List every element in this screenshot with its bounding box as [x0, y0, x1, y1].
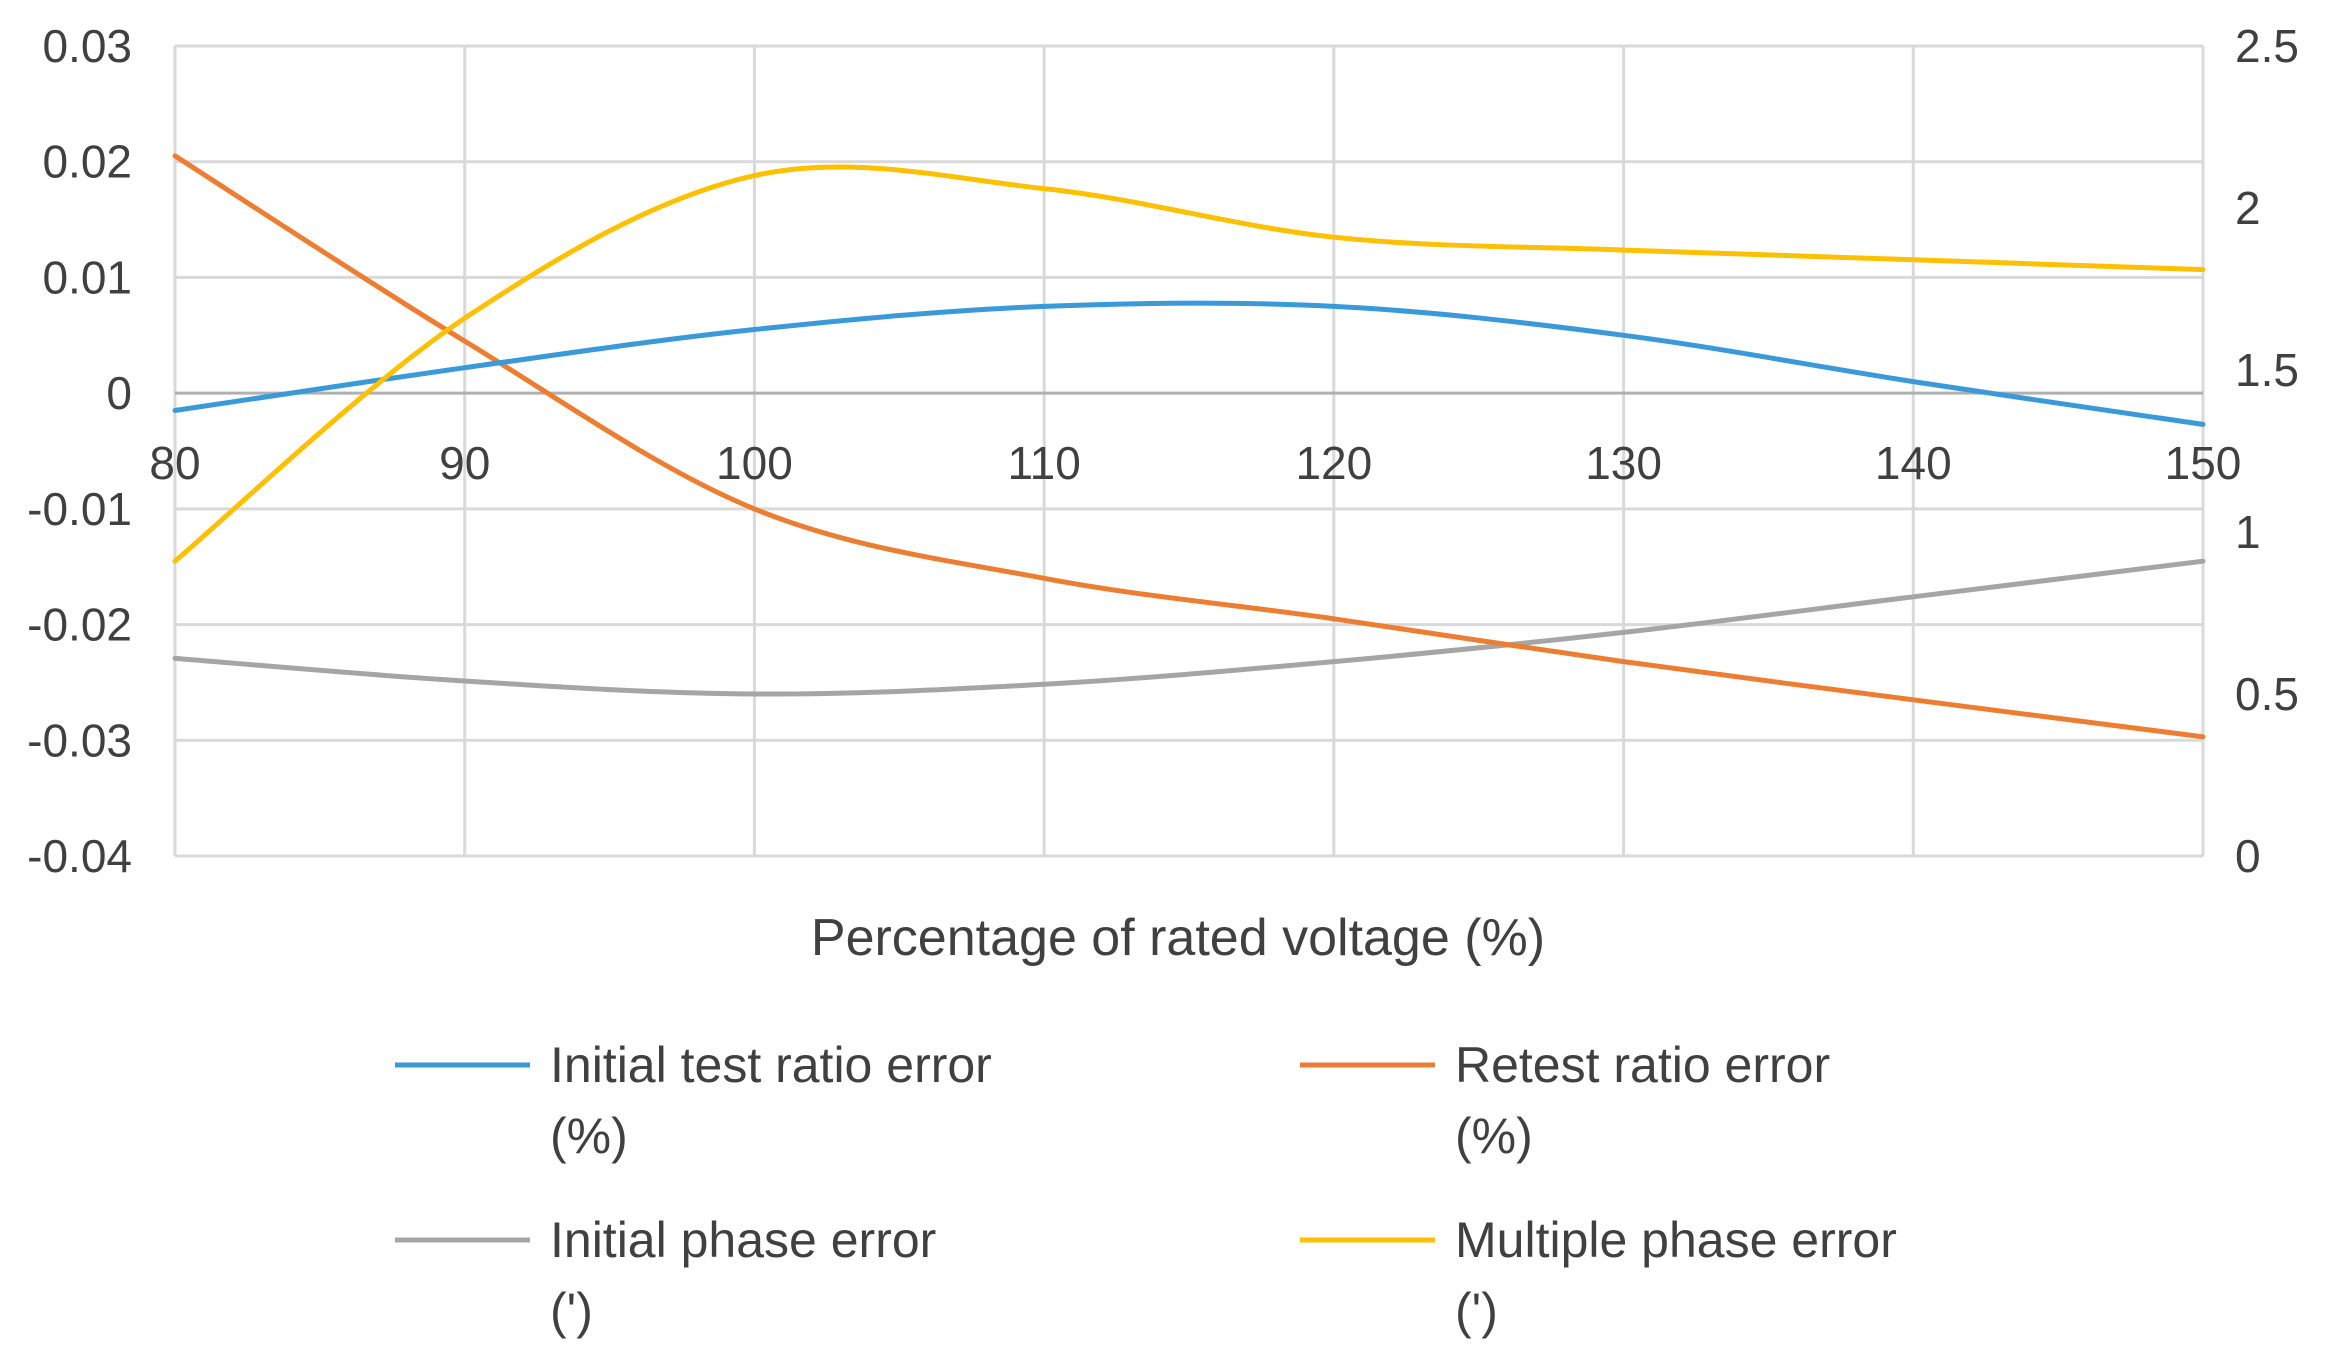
series-line-3 [172, 558, 2206, 697]
left-y-tick-label: 0 [106, 367, 132, 419]
legend-label: Multiple phase error [1455, 1212, 1897, 1268]
x-tick-label: 150 [2165, 437, 2242, 489]
chart-legend: Initial test ratio error (%) Retest ratio … [395, 1037, 1897, 1339]
x-tick-label: 140 [1875, 437, 1952, 489]
legend-label-unit: (') [550, 1283, 593, 1339]
series-line-4 [172, 164, 2206, 564]
x-tick-label: 80 [149, 437, 200, 489]
right-y-tick-label: 2.5 [2235, 20, 2299, 72]
series-line-2 [172, 153, 2206, 740]
left-y-tick-label: 0.02 [42, 136, 132, 188]
left-y-tick-label: -0.04 [27, 830, 132, 882]
right-y-tick-label: 1.5 [2235, 344, 2299, 396]
legend-label-unit: (%) [550, 1108, 628, 1164]
right-y-tick-label: 0 [2235, 830, 2261, 882]
chart-series-layer [172, 153, 2206, 740]
x-axis-title: Percentage of rated voltage (%) [811, 909, 1545, 967]
chart-grid [173, 44, 2205, 858]
x-tick-label: 90 [439, 437, 490, 489]
left-y-tick-label: 0.01 [42, 251, 132, 303]
left-y-tick-label: -0.01 [27, 483, 132, 535]
right-y-tick-label: 2 [2235, 182, 2261, 234]
legend-label: Retest ratio error [1455, 1037, 1830, 1093]
legend-label-unit: (%) [1455, 1108, 1533, 1164]
right-y-tick-label: 1 [2235, 506, 2261, 558]
x-tick-label: 110 [1007, 437, 1080, 489]
x-tick-label: 120 [1295, 437, 1372, 489]
legend-label: Initial test ratio error [550, 1037, 992, 1093]
x-tick-label: 100 [716, 437, 793, 489]
left-y-tick-label: -0.03 [27, 714, 132, 766]
legend-label-unit: (') [1455, 1283, 1498, 1339]
legend-label: Initial phase error [550, 1212, 936, 1268]
right-y-tick-label: 0.5 [2235, 668, 2299, 720]
x-tick-label: 130 [1585, 437, 1662, 489]
series-line-1 [172, 300, 2206, 427]
chart-tick-labels: 0.03 0.02 0.01 0 -0.01 -0.02 -0.03 -0.04 2.5 2 1.5… [27, 20, 2299, 882]
left-y-tick-label: 0.03 [42, 20, 132, 72]
left-y-tick-label: -0.02 [27, 599, 132, 651]
